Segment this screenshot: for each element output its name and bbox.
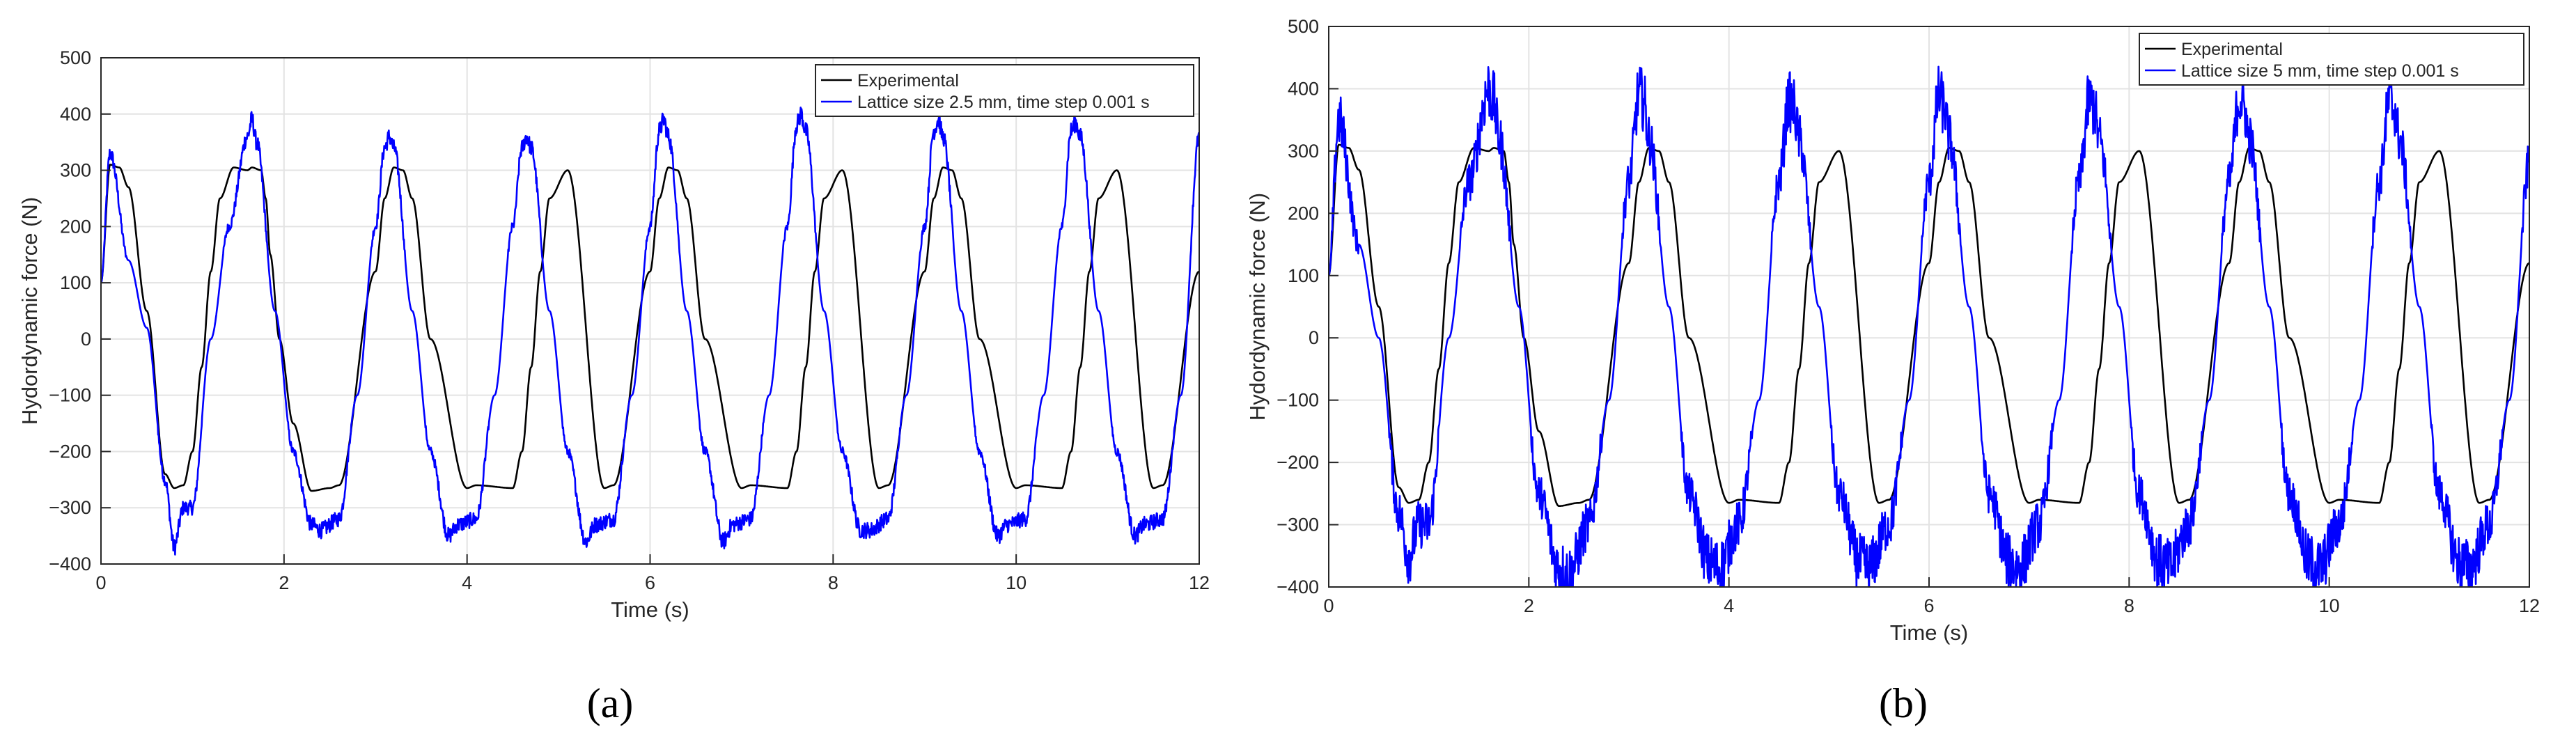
x-tick-label: 6 [645, 572, 655, 593]
y-tick-label: −100 [49, 385, 91, 406]
legend: Experimental Lattice size 5 mm, time step… [2139, 33, 2524, 86]
x-tick-label: 6 [1923, 595, 1934, 616]
x-tick-label: 12 [1189, 572, 1210, 593]
panel-caption: (b) [1879, 680, 1928, 726]
x-tick-label: 0 [95, 572, 106, 593]
y-tick-label: 500 [60, 47, 91, 68]
y-tick-label: −200 [1277, 452, 1319, 473]
legend-entry: Experimental [857, 71, 959, 91]
chart-panel-b: 0 2 4 6 8 10 12 −400 −300 −200 −100 0 100 200 300 400 50… [1245, 16, 2540, 726]
x-tick-label: 10 [1006, 572, 1027, 593]
x-tick-label: 10 [2319, 595, 2340, 616]
y-tick-label: 100 [1288, 265, 1319, 286]
chart-panel-a: 0 2 4 6 8 10 12 −400 −300 −200 −100 0 100 200 300 400 50… [17, 47, 1210, 726]
panel-caption: (a) [587, 680, 634, 726]
y-axis-label: Hydordynamic force (N) [1245, 193, 1270, 421]
y-tick-label: 400 [60, 104, 91, 125]
y-tick-label: −200 [49, 441, 91, 462]
legend: Experimental Lattice size 2.5 mm, time st… [815, 64, 1194, 117]
y-tick-label: 400 [1288, 78, 1319, 99]
legend-entry: Experimental [2181, 40, 2283, 59]
y-tick-label: −300 [49, 497, 91, 518]
x-tick-label: 4 [462, 572, 472, 593]
series-line-lattice [1329, 65, 2529, 587]
y-tick-label: −300 [1277, 515, 1319, 535]
y-tick-label: −400 [49, 554, 91, 574]
x-tick-label: 0 [1323, 595, 1334, 616]
y-tick-label: 300 [60, 160, 91, 181]
y-axis-label: Hydordynamic force (N) [17, 197, 42, 425]
y-tick-label: 200 [60, 216, 91, 237]
series-line-experimental [101, 164, 1199, 492]
y-tick-label: 200 [1288, 203, 1319, 224]
x-tick-label: 8 [2124, 595, 2134, 616]
x-axis-label: Time (s) [611, 597, 689, 622]
legend-entry: Lattice size 2.5 mm, time step 0.001 s [857, 93, 1150, 112]
x-tick-label: 4 [1724, 595, 1734, 616]
x-tick-label: 2 [279, 572, 289, 593]
y-tick-label: −100 [1277, 390, 1319, 411]
legend-box [815, 64, 1194, 117]
y-tick-label: 500 [1288, 16, 1319, 37]
series-line-experimental [1329, 143, 2529, 508]
x-tick-label: 8 [828, 572, 838, 593]
y-tick-label: 300 [1288, 141, 1319, 162]
x-tick-label: 2 [1524, 595, 1534, 616]
series-line-lattice [101, 107, 1199, 556]
y-tick-label: 100 [60, 272, 91, 293]
x-tick-label: 12 [2519, 595, 2540, 616]
x-axis-label: Time (s) [1890, 620, 1969, 645]
y-tick-label: 0 [1309, 327, 1319, 348]
legend-box [2139, 33, 2524, 86]
legend-entry: Lattice size 5 mm, time step 0.001 s [2181, 61, 2459, 81]
y-tick-label: 0 [81, 329, 91, 350]
y-tick-label: −400 [1277, 577, 1319, 597]
